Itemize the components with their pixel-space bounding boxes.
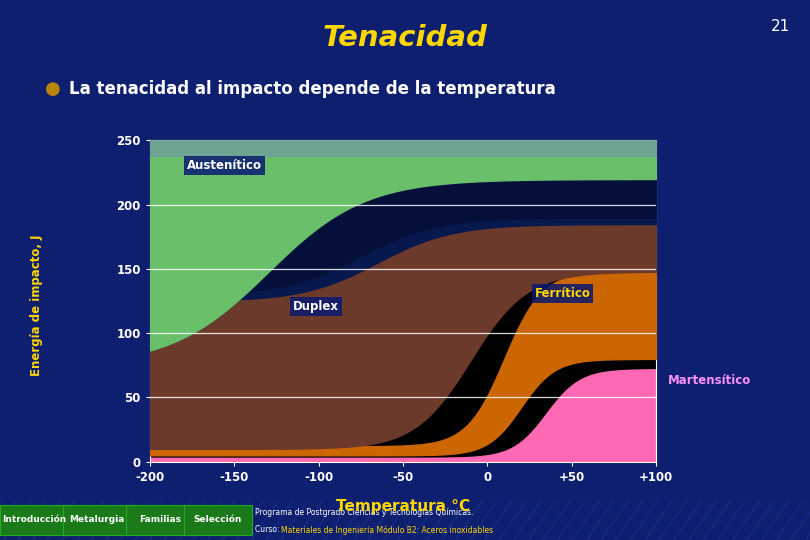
- Text: La tenacidad al impacto depende de la temperatura: La tenacidad al impacto depende de la te…: [69, 80, 556, 98]
- Text: Energía de impacto, J: Energía de impacto, J: [30, 234, 43, 376]
- Text: Curso:: Curso:: [255, 525, 282, 535]
- Text: 21: 21: [770, 19, 790, 34]
- FancyBboxPatch shape: [126, 504, 194, 535]
- Text: ●: ●: [45, 80, 60, 98]
- Text: Tenacidad: Tenacidad: [322, 24, 488, 52]
- Text: Metalurgia: Metalurgia: [70, 516, 125, 524]
- Text: Programa de Postgrado Ciencias y Tecnologías Químicas.: Programa de Postgrado Ciencias y Tecnolo…: [255, 508, 474, 517]
- FancyBboxPatch shape: [0, 504, 68, 535]
- Text: Selección: Selección: [194, 516, 242, 524]
- Text: Martensítico: Martensítico: [668, 374, 752, 387]
- Text: Introducción: Introducción: [2, 516, 66, 524]
- Text: Familias: Familias: [139, 516, 181, 524]
- Text: Ferrítico: Ferrítico: [535, 287, 590, 300]
- Text: Duplex: Duplex: [293, 300, 339, 313]
- Text: Austenítico: Austenítico: [187, 159, 262, 172]
- Text: Materiales de Ingeniería Módulo B2: Aceros inoxidables: Materiales de Ingeniería Módulo B2: Acer…: [281, 525, 493, 535]
- Text: Temperatura °C: Temperatura °C: [335, 499, 470, 514]
- FancyBboxPatch shape: [184, 504, 252, 535]
- FancyBboxPatch shape: [63, 504, 131, 535]
